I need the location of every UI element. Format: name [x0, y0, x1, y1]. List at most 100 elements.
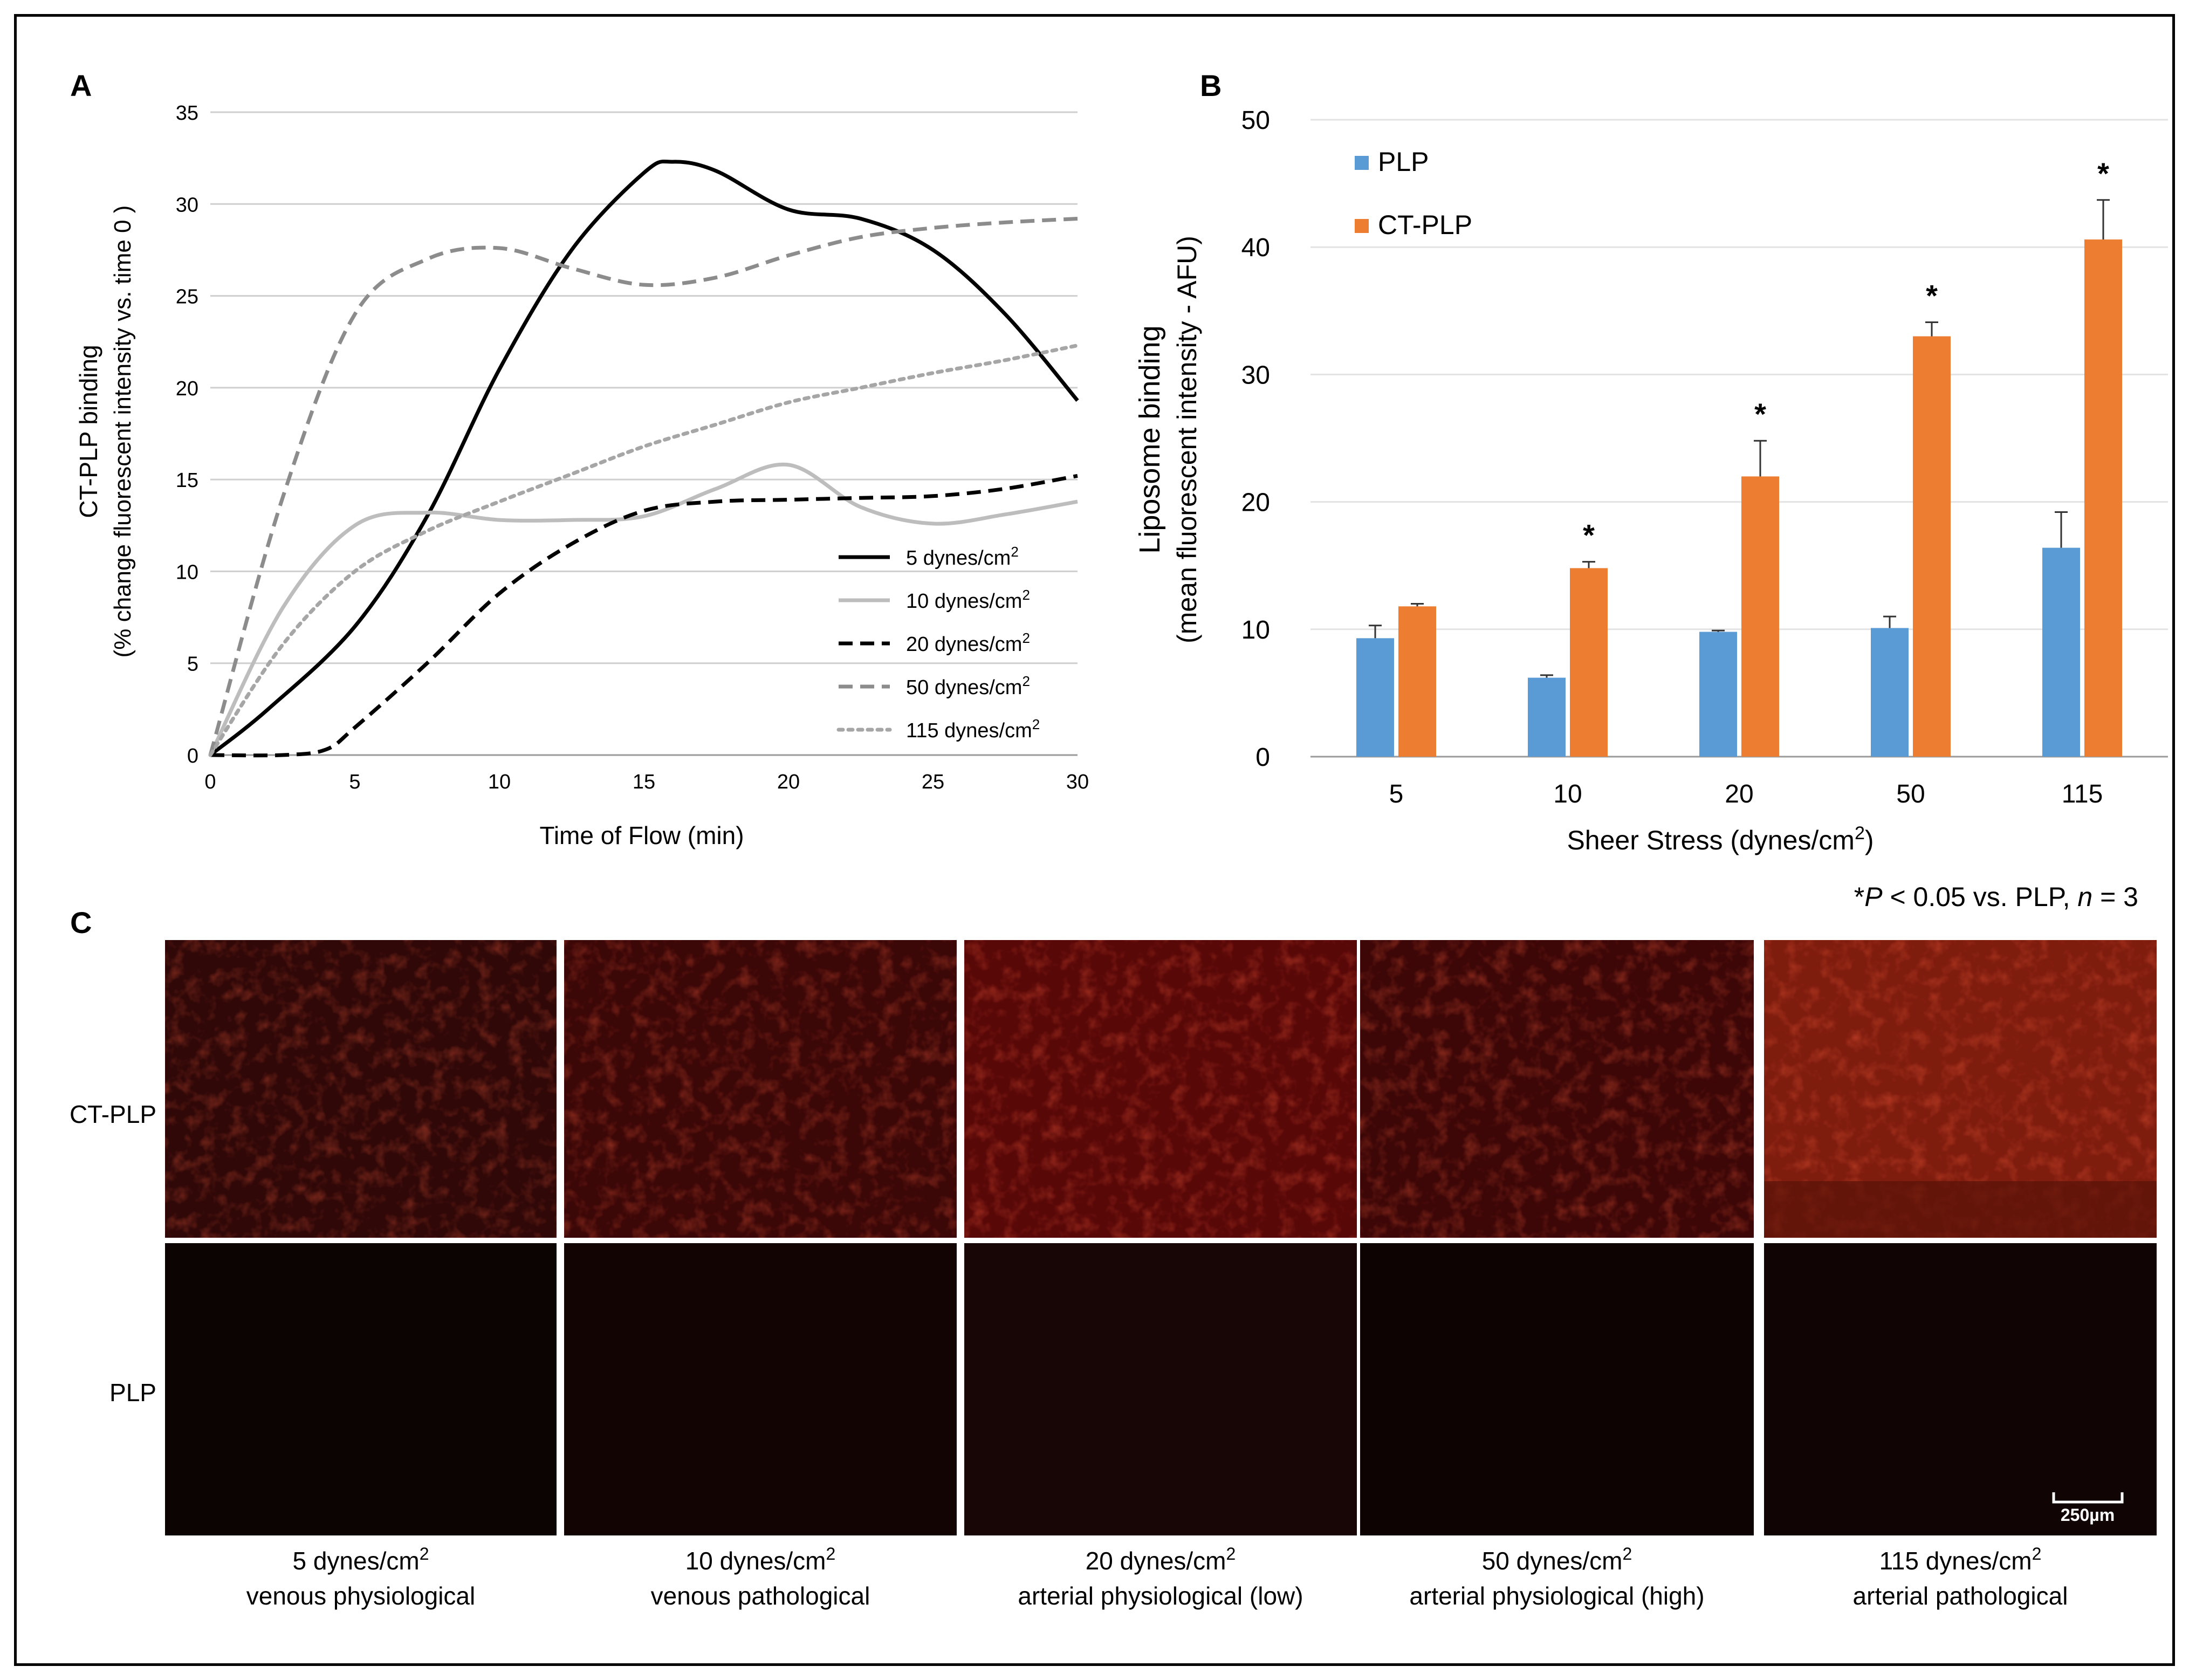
- chart-b-footnote: *P < 0.05 vs. PLP, n = 3: [1854, 882, 2138, 912]
- chart-a-x-tick-label: 30: [1066, 771, 1089, 793]
- caption-flow-type: arterial physiological (high): [1409, 1582, 1704, 1610]
- micrograph-plp-2: [564, 1243, 957, 1535]
- chart-b-legend-label: PLP: [1378, 147, 1429, 177]
- chart-a-x-tick-label: 25: [922, 771, 944, 793]
- caption-flow-type: arterial physiological (low): [1018, 1582, 1303, 1610]
- micrograph-captions: 5 dynes/cm2 venous physiological 10 dynes/…: [246, 1544, 2068, 1610]
- chart-b-legend-label: CT-PLP: [1378, 210, 1472, 240]
- micrograph-texture: [564, 940, 957, 1238]
- chart-a-y-tick-label: 0: [187, 745, 198, 767]
- chart-b-bar-plp: [1699, 632, 1737, 757]
- micrograph-plp-3: [964, 1243, 1357, 1535]
- caption-shear-value: 20 dynes/cm2: [1086, 1544, 1236, 1575]
- micrograph-plp-1: [165, 1243, 557, 1535]
- chart-a-x-tick-label: 0: [204, 771, 216, 793]
- caption-shear-value: 50 dynes/cm2: [1482, 1544, 1632, 1575]
- chart-b-bar-ct-plp: [1741, 476, 1779, 757]
- chart-a-x-tick-label: 5: [349, 771, 360, 793]
- chart-a-y-tick-label: 35: [176, 102, 198, 125]
- chart-a-series-line-5: [208, 344, 1080, 757]
- chart-a-x-tick-label: 10: [488, 771, 511, 793]
- panel-label-c: C: [70, 906, 92, 940]
- chart-b-legend-swatch: [1355, 156, 1369, 170]
- chart-b-significance-mark: *: [1583, 518, 1595, 552]
- chart-a-x-tick-label: 15: [633, 771, 655, 793]
- chart-b-y-tick-label: 30: [1241, 361, 1270, 389]
- micrograph-texture: [1360, 940, 1754, 1238]
- scale-bar: 250µm: [2052, 1492, 2124, 1525]
- chart-b-y-tick-label: 10: [1241, 616, 1270, 644]
- chart-a-x-tick-label: 20: [777, 771, 800, 793]
- chart-a-y-ticks: 0 5 10 15 20 25 30 35: [176, 102, 198, 767]
- micrograph-grid: [165, 940, 2157, 1535]
- chart-b-bar-plp: [1871, 628, 1909, 757]
- chart-a-ylabel-line1: CT-PLP binding: [74, 345, 102, 518]
- chart-b-bar-ct-plp: [1913, 336, 1951, 757]
- chart-a-series: [208, 159, 1080, 758]
- chart-b-x-tick-label: 10: [1553, 780, 1582, 808]
- chart-a-y-tick-label: 30: [176, 194, 198, 216]
- caption-flow-type: arterial pathological: [1853, 1582, 2068, 1610]
- chart-b-bar-plp: [2042, 547, 2080, 757]
- chart-a-series-line-3: [210, 474, 1078, 758]
- chart-b-xlabel: Sheer Stress (dynes/cm2): [1567, 823, 1874, 855]
- figure-border: [14, 14, 2175, 1666]
- row-label-ct-plp: CT-PLP: [70, 1100, 156, 1128]
- caption-shear-value: 10 dynes/cm2: [685, 1544, 836, 1575]
- chart-a-legend: 5 dynes/cm2 10 dynes/cm2 20 dynes/cm2 50 dy…: [836, 544, 1040, 742]
- micrograph-texture: [964, 940, 1357, 1238]
- chart-a-legend-label: 50 dynes/cm2: [906, 673, 1030, 699]
- chart-b-bar-plp: [1528, 677, 1566, 757]
- chart-b-x-tick-label: 50: [1896, 780, 1925, 808]
- chart-a-y-tick-label: 25: [176, 286, 198, 308]
- chart-a-legend-label: 20 dynes/cm2: [906, 630, 1030, 656]
- scale-bar-label: 250µm: [2061, 1505, 2115, 1525]
- chart-a-legend-label: 115 dynes/cm2: [906, 716, 1040, 742]
- micrograph-texture: [165, 940, 557, 1238]
- micrograph-plp-5: [1764, 1243, 2157, 1535]
- chart-a-ylabel-line2: (% change fluorescent intensity vs. time…: [109, 205, 136, 658]
- caption-shear-value: 5 dynes/cm2: [292, 1544, 429, 1575]
- chart-b-x-tick-label: 115: [2062, 780, 2103, 808]
- chart-b-y-tick-label: 40: [1241, 234, 1270, 262]
- chart-a-y-tick-label: 10: [176, 561, 198, 584]
- chart-a-series-line-1: [209, 159, 1079, 757]
- chart-a-y-tick-label: 5: [187, 653, 198, 676]
- chart-b-significance-mark: *: [1926, 279, 1938, 313]
- chart-a-y-tick-label: 20: [176, 378, 198, 400]
- chart-b-bar-ct-plp: [2084, 239, 2122, 757]
- caption-flow-type: venous pathological: [651, 1582, 870, 1610]
- micrograph-plp-4: [1360, 1243, 1754, 1535]
- chart-b: 0 10 20 30 40 50 * * * * 5 10 20 50 115 Sheer Stress…: [1134, 106, 2168, 912]
- chart-a-series-line-4: [208, 217, 1078, 756]
- panel-label-b: B: [1200, 68, 1222, 102]
- chart-b-significance-mark: *: [2097, 156, 2109, 190]
- chart-a-gridlines: [210, 111, 1078, 664]
- chart-a-series-line-2: [208, 462, 1078, 756]
- chart-a-legend-label: 5 dynes/cm2: [906, 544, 1019, 570]
- chart-b-legend-swatch: [1355, 219, 1369, 233]
- caption-flow-type: venous physiological: [246, 1582, 476, 1610]
- chart-b-ylabel-line2: (mean fluorescent intensity - AFU): [1172, 236, 1202, 643]
- chart-b-bars: * * * *: [1356, 156, 2122, 757]
- chart-b-bar-ct-plp: [1398, 606, 1436, 757]
- row-label-plp: PLP: [109, 1379, 156, 1407]
- chart-a: 0 5 10 15 20 25 30 35 0 5 10 15 20 25 30 Time of Flow…: [74, 102, 1089, 849]
- chart-b-y-tick-label: 20: [1241, 489, 1270, 517]
- panel-label-a: A: [70, 68, 92, 102]
- chart-b-ylabel-line1: Liposome binding: [1134, 325, 1166, 553]
- chart-a-legend-label: 10 dynes/cm2: [906, 587, 1030, 613]
- chart-b-significance-mark: *: [1754, 397, 1766, 431]
- chart-b-y-tick-label: 0: [1255, 743, 1270, 772]
- chart-a-y-tick-label: 15: [176, 469, 198, 492]
- chart-b-bar-ct-plp: [1570, 568, 1608, 757]
- chart-a-x-ticks: 0 5 10 15 20 25 30: [204, 771, 1089, 793]
- chart-a-xlabel: Time of Flow (min): [539, 821, 744, 849]
- scale-bar-line: [2052, 1492, 2124, 1504]
- chart-b-legend: PLP CT-PLP: [1355, 147, 1472, 240]
- chart-b-y-tick-label: 50: [1241, 106, 1270, 135]
- micrograph-band: [1764, 1181, 2157, 1238]
- caption-shear-value: 115 dynes/cm2: [1879, 1544, 2042, 1575]
- chart-b-bar-plp: [1356, 638, 1394, 757]
